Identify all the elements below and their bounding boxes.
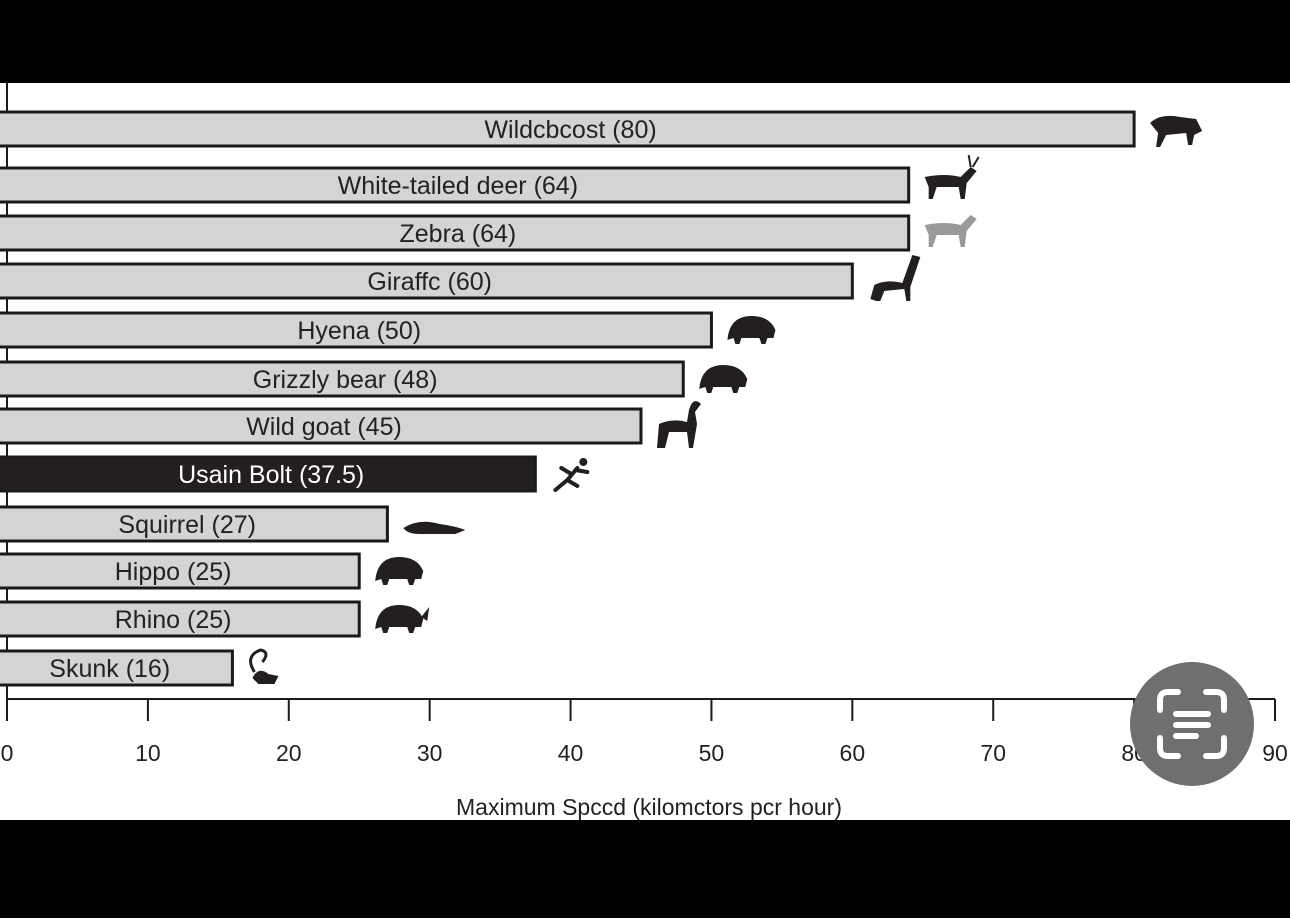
zebra-icon [924,215,977,247]
bar-hippo [0,552,361,590]
bar-giraffe [0,262,854,300]
bar-hyena [0,311,713,349]
wildebeest-icon [1150,115,1203,147]
bar-label: White-tailed deer (64) [338,172,578,200]
hippo-icon [375,557,424,585]
rhino-icon [375,605,430,633]
bar-label: Wildcbcost (80) [484,116,656,144]
x-tick-label: 0 [1,740,14,766]
bar-label: Usain Bolt (37.5) [178,461,364,489]
bar-label: Squirrel (27) [118,511,256,539]
bar-rhino [0,600,361,638]
x-tick-label: 50 [699,740,725,766]
goat-icon [657,401,701,448]
bar-wild-goat [0,407,643,445]
bar-label: Wild goat (45) [246,413,402,441]
bar-label: Giraffc (60) [367,268,492,296]
x-tick-label: 30 [417,740,443,766]
bar-label: Rhino (25) [115,606,232,634]
text-scan-icon [1157,689,1227,759]
skunk-icon [249,648,279,684]
x-tick-label: 90 [1262,740,1288,766]
bar-grizzly-bear [0,360,685,398]
bar-label: Zebra (64) [399,220,516,248]
bar-white-tailed-deer [0,166,911,204]
bar-label: Grizzly bear (48) [253,366,438,394]
squirrel-icon [403,521,466,534]
x-tick-label: 40 [558,740,584,766]
x-tick-label: 70 [980,740,1006,766]
text-scan-button[interactable] [1130,662,1254,786]
bar-label: Hyena (50) [297,317,421,345]
giraffe-icon [870,255,921,301]
x-tick-label: 60 [840,740,866,766]
hyena-icon [727,316,776,344]
bar-skunk [0,649,234,687]
runner-icon [553,458,590,492]
speed-bar-chart: Wildcbcost (80) White-tailed deer (64) Zeb… [0,83,1288,820]
deer-icon [924,154,980,199]
bar-usain-bolt [0,455,537,493]
x-tick-label: 10 [135,740,161,766]
bear-icon [699,365,748,393]
bar-zebra [0,214,911,252]
bar-squirrel [0,505,389,543]
bar-label: Skunk (16) [49,655,170,683]
chart-area: Wildcbcost (80) White-tailed deer (64) Zeb… [0,83,1290,820]
bar-wildebeest [0,110,1136,148]
x-tick-label: 20 [276,740,302,766]
bar-label: Hippo (25) [115,558,232,586]
x-axis-title: Maximum Spccd (kilomctors pcr hour) [456,794,842,820]
